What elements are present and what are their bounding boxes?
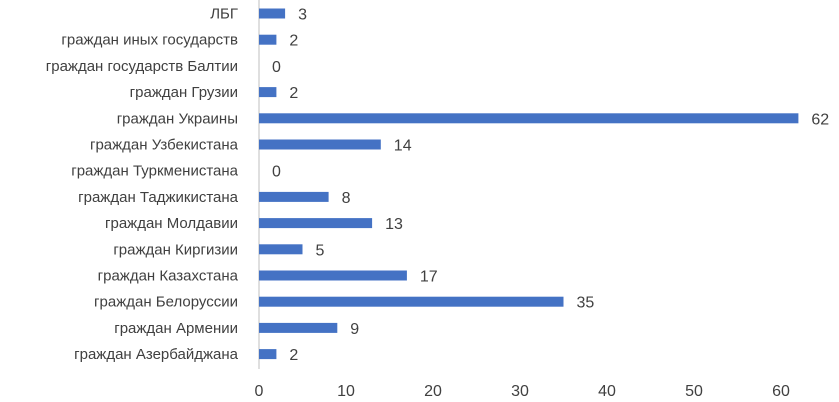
data-label: 2: [289, 347, 298, 364]
x-tick-label: 30: [511, 383, 529, 400]
category-label: граждан Молдавии: [105, 215, 238, 232]
bar: [259, 34, 277, 45]
data-label: 5: [316, 242, 325, 259]
data-label: 17: [420, 269, 438, 286]
category-label: граждан иных государств: [61, 32, 238, 49]
data-label: 8: [342, 190, 351, 207]
data-label: 2: [289, 85, 298, 102]
data-label: 3: [298, 7, 307, 24]
category-label: граждан Таджикистана: [78, 189, 239, 206]
x-tick-label: 20: [424, 383, 442, 400]
category-label: граждан Узбекистана: [90, 137, 239, 154]
bar: [259, 244, 303, 255]
data-label: 35: [577, 295, 595, 312]
data-label: 14: [394, 138, 412, 155]
bar: [259, 218, 373, 229]
bar: [259, 87, 277, 98]
category-label: граждан Туркменистана: [71, 163, 238, 180]
category-label: граждан Украины: [117, 110, 238, 127]
category-label: граждан Азербайджана: [74, 346, 239, 363]
bars-group: [259, 8, 799, 360]
x-tick-label: 60: [772, 383, 790, 400]
category-label: граждан Киргизии: [113, 241, 238, 258]
data-label: 9: [350, 321, 359, 338]
bar: [259, 349, 277, 360]
category-label: ЛБГ: [210, 6, 238, 23]
data-label: 13: [385, 216, 403, 233]
category-label: граждан государств Балтии: [46, 58, 238, 75]
data-label: 0: [272, 164, 281, 181]
bar: [259, 113, 799, 124]
x-tick-label: 10: [337, 383, 355, 400]
bar: [259, 322, 338, 333]
data-label: 0: [272, 59, 281, 76]
x-tick-label: 50: [685, 383, 703, 400]
category-label: граждан Белоруссии: [94, 294, 238, 311]
bar: [259, 270, 407, 281]
category-label: граждан Грузии: [130, 84, 238, 101]
category-labels-group: ЛБГ граждан иных государств граждан госуда…: [46, 6, 239, 364]
x-tick-labels-group: 0 10 20 30 40 50 60: [255, 383, 790, 400]
category-label: граждан Казахстана: [98, 268, 239, 285]
bar: [259, 139, 381, 150]
bar: [259, 8, 286, 19]
category-label: граждан Армении: [114, 320, 238, 337]
data-label: 2: [289, 33, 298, 50]
x-tick-label: 40: [598, 383, 616, 400]
bar: [259, 296, 564, 307]
bar: [259, 191, 329, 202]
x-tick-label: 0: [255, 383, 264, 400]
data-label: 62: [811, 111, 829, 128]
